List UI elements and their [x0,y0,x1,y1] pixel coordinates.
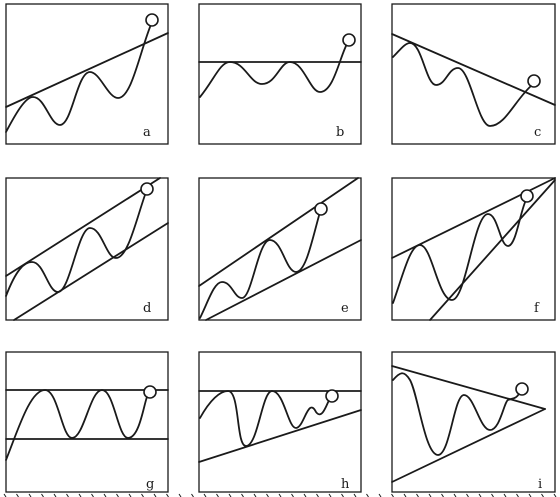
panel-c-resistance-line [391,33,556,106]
panel-i: i [391,351,556,493]
panel-e: e [198,177,362,321]
panel-d-breakout-marker [140,182,154,196]
panel-d-price-wave [5,191,147,297]
panel-i-price-wave [392,372,521,456]
panel-h-price-wave [199,390,331,447]
panel-a: a [5,3,169,145]
panel-g-breakout-marker [143,385,157,399]
panel-c-label: c [534,125,541,140]
panel-e-frame [198,177,362,321]
panel-e-breakout-marker [314,202,328,216]
panel-a-frame [5,3,169,145]
panel-h-breakout-marker [325,389,339,403]
panel-h-label: h [341,477,350,492]
panel-c-price-wave [392,42,533,127]
panel-d-upper-channel-line [5,177,161,277]
panel-e-price-wave [199,211,321,319]
panel-i-frame [391,351,556,493]
panel-i-lower-triangle-line [391,408,546,483]
panel-g: g [5,351,169,493]
panel-f-breakout-marker [520,189,534,203]
panel-a-price-wave [5,21,153,133]
panel-e-lower-channel-line [205,239,362,321]
panel-f-label: f [534,301,540,316]
panel-d-lower-channel-line [13,222,169,321]
panel-i-upper-triangle-line [391,365,546,410]
panel-g-frame [5,351,169,493]
panel-d-label: d [143,301,151,316]
panel-b-breakout-marker [342,33,356,47]
panel-b-label: b [336,125,344,140]
panel-g-label: g [146,477,154,492]
panel-d: d [5,177,169,321]
panel-f-lower-wedge-line [429,179,556,321]
panel-h-frame [198,351,362,493]
panel-f-price-wave [392,199,527,304]
panel-h-support-line [198,409,362,463]
panel-c-breakout-marker [527,74,541,88]
panel-e-upper-channel-line [198,177,359,287]
panel-a-label: a [143,125,151,140]
panel-i-breakout-marker [515,382,529,396]
panel-a-resistance-line [5,32,169,108]
panel-a-breakout-marker [145,13,159,27]
panel-i-label: i [538,477,542,492]
panel-b-price-wave [199,41,349,98]
panel-c: c [391,3,556,145]
panel-h: h [198,351,362,493]
panel-e-label: e [341,301,349,316]
panel-g-price-wave [5,389,149,461]
panel-c-frame [391,3,556,145]
panel-f: f [391,177,556,321]
panel-b-frame [198,3,362,145]
panel-f-frame [391,177,556,321]
panel-d-frame [5,177,169,321]
panel-b: b [198,3,362,145]
